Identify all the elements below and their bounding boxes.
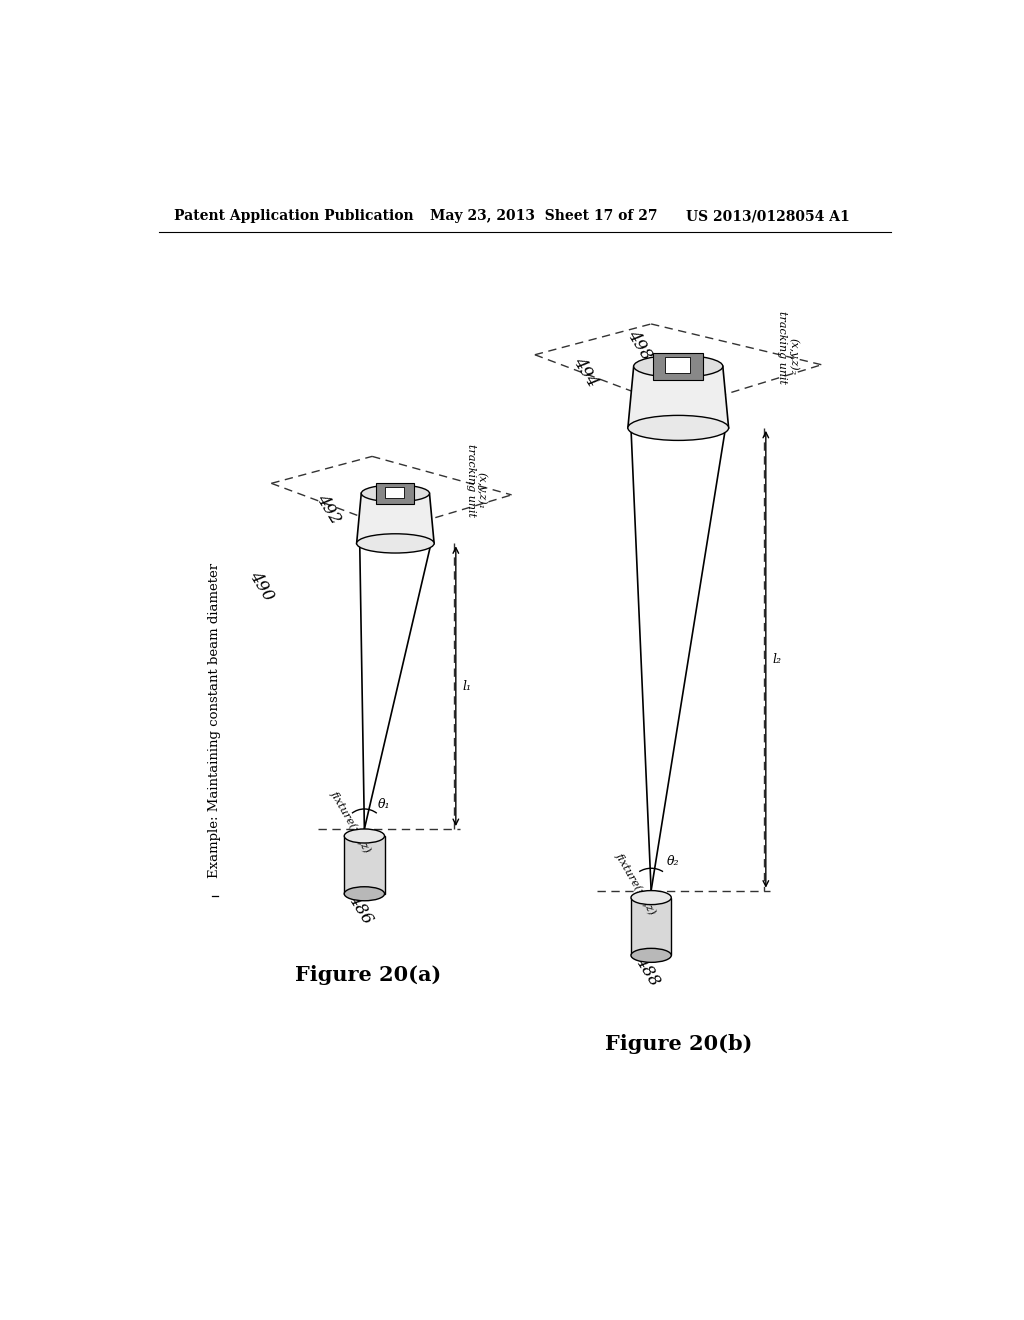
Text: 492: 492 bbox=[312, 491, 344, 527]
Text: d₁: d₁ bbox=[359, 507, 374, 521]
Text: 494: 494 bbox=[569, 355, 601, 391]
Text: d₁: d₁ bbox=[651, 374, 667, 387]
Text: Figure 20(b): Figure 20(b) bbox=[604, 1034, 752, 1053]
Text: θ₂: θ₂ bbox=[667, 855, 679, 867]
Text: 486: 486 bbox=[345, 891, 376, 927]
Text: May 23, 2013  Sheet 17 of 27: May 23, 2013 Sheet 17 of 27 bbox=[430, 209, 657, 223]
Text: 104: 104 bbox=[670, 367, 701, 384]
Bar bbox=[665, 358, 690, 374]
Ellipse shape bbox=[631, 948, 672, 962]
Text: Example: Maintaining constant beam diameter: Example: Maintaining constant beam diame… bbox=[208, 562, 221, 878]
Text: l₁: l₁ bbox=[463, 680, 472, 693]
Text: fixture(x,y,z): fixture(x,y,z) bbox=[613, 850, 657, 917]
Text: US 2013/0128054 A1: US 2013/0128054 A1 bbox=[686, 209, 850, 223]
Text: Figure 20(a): Figure 20(a) bbox=[295, 965, 441, 985]
Text: θ₁: θ₁ bbox=[378, 797, 390, 810]
Text: 490: 490 bbox=[246, 568, 276, 603]
Ellipse shape bbox=[634, 355, 723, 378]
Text: 488: 488 bbox=[632, 953, 663, 989]
Text: 498: 498 bbox=[624, 327, 655, 363]
Bar bbox=[376, 483, 415, 503]
Text: tracking unit: tracking unit bbox=[466, 444, 476, 516]
Ellipse shape bbox=[344, 887, 385, 900]
Ellipse shape bbox=[344, 829, 385, 843]
Ellipse shape bbox=[361, 484, 429, 502]
Text: tracking unit: tracking unit bbox=[777, 310, 787, 384]
Polygon shape bbox=[356, 494, 434, 544]
Polygon shape bbox=[628, 367, 729, 428]
Text: (x,y,z)₂: (x,y,z)₂ bbox=[788, 338, 799, 376]
Polygon shape bbox=[631, 898, 672, 956]
Ellipse shape bbox=[356, 533, 434, 553]
Text: (x,y,z)₁: (x,y,z)₁ bbox=[477, 473, 487, 510]
Text: l₂: l₂ bbox=[773, 653, 782, 665]
Ellipse shape bbox=[631, 891, 672, 904]
Ellipse shape bbox=[628, 416, 729, 441]
Bar bbox=[653, 352, 703, 380]
Polygon shape bbox=[344, 836, 385, 894]
Text: 104: 104 bbox=[376, 502, 408, 519]
Text: fixture(x,y,z): fixture(x,y,z) bbox=[329, 789, 374, 855]
Text: Patent Application Publication: Patent Application Publication bbox=[174, 209, 414, 223]
Bar bbox=[385, 487, 404, 499]
